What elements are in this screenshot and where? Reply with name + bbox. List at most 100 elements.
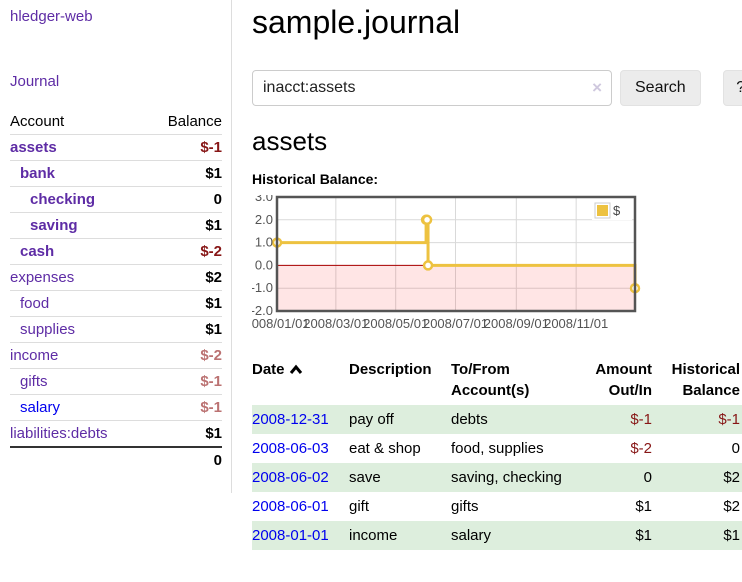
transaction-date-link[interactable]: 2008-06-03 [252,440,329,457]
transaction-description: gift [349,498,370,515]
transaction-description: income [349,527,398,544]
sidebar-item-journal[interactable]: Journal [10,73,60,90]
svg-text:2008/05/01: 2008/05/01 [363,316,428,331]
column-header: Amount Out/In [595,361,652,399]
page-title: sample.journal [252,4,461,40]
column-header: Description [349,361,432,378]
svg-text:2008/01/01: 2008/01/01 [252,316,310,331]
account-link[interactable]: cash [20,243,55,260]
accounts-total-value: 0 [146,446,222,473]
search-help-button[interactable]: ? [722,70,742,106]
account-row: saving $1 [10,212,222,239]
search-input[interactable] [252,70,612,106]
transaction-balance: $2 [723,498,740,515]
transaction-balance: 0 [731,440,740,457]
svg-text:-1.0: -1.0 [252,280,273,295]
table-row: 2008-01-01 income salary $1 $1 [252,521,742,550]
chart-label: Historical Balance: [252,171,379,187]
account-balance: $1 [146,290,222,317]
transaction-accounts: salary [451,527,492,544]
transaction-date-link[interactable]: 2008-01-01 [252,527,329,544]
account-balance: $1 [146,420,222,447]
account-row: gifts $-1 [10,368,222,395]
account-balance: $-2 [146,342,222,369]
transaction-description: eat & shop [349,440,421,457]
historical-balance-chart: $3.0 2.0 1.0 0.0 -1.0 -2.02008/01/012008/03/0… [244,189,742,339]
transaction-accounts: gifts [451,498,479,515]
account-balance: $2 [146,264,222,291]
column-header: To/From Account(s) [451,361,530,399]
account-balance: $-1 [146,134,222,161]
account-balance: $1 [146,212,222,239]
accounts-balance-table: Account Balance assets $-1 bank $1 check… [10,109,222,473]
table-row: 2008-12-31 pay off debts $-1 $-1 [252,405,742,434]
account-page-title: assets [252,126,328,156]
chart-canvas: $3.0 2.0 1.0 0.0 -1.0 -2.02008/01/012008/03/0… [244,189,641,331]
svg-text:2008/03/01: 2008/03/01 [303,316,368,331]
svg-text:2008/11/01: 2008/11/01 [544,316,608,331]
transaction-balance: $2 [723,469,740,486]
transaction-accounts: food, supplies [451,440,544,457]
account-row: assets $-1 [10,134,222,161]
transaction-balance: $1 [723,527,740,544]
account-balance: $-1 [146,368,222,395]
transaction-accounts: saving, checking [451,469,562,486]
app-brand-link[interactable]: hledger-web [10,8,93,25]
account-row: supplies $1 [10,316,222,343]
balance-column-header: Balance [167,113,222,130]
transaction-date-link[interactable]: 2008-06-02 [252,469,329,486]
transaction-accounts: debts [451,411,488,428]
accounts-total-row: 0 [10,446,222,473]
account-row: food $1 [10,290,222,317]
svg-text:2008/07/01: 2008/07/01 [423,316,488,331]
account-balance: 0 [146,186,222,213]
account-link[interactable]: saving [30,217,78,234]
svg-text:$: $ [613,203,621,218]
account-link[interactable]: gifts [20,373,48,390]
sort-ascending-icon [289,364,302,374]
transaction-amount: $-2 [630,440,652,457]
account-row: salary $-1 [10,394,222,421]
column-header[interactable]: Date [252,357,349,405]
clear-search-icon[interactable]: × [592,78,602,97]
account-row: cash $-2 [10,238,222,265]
account-row: bank $1 [10,160,222,187]
account-link[interactable]: checking [30,191,96,208]
transaction-description: pay off [349,411,394,428]
register-table: Date Description To/From Account(s) Amount … [252,357,742,550]
svg-text:1.0: 1.0 [255,235,273,250]
search-button[interactable]: Search [620,70,701,106]
table-row: 2008-06-03 eat & shop food, supplies $-2… [252,434,742,463]
transaction-date-link[interactable]: 2008-06-01 [252,498,329,515]
account-balance: $-1 [146,394,222,421]
account-balance: $1 [146,160,222,187]
account-link[interactable]: expenses [10,269,75,286]
search-bar: × Search ? [252,70,742,106]
table-row: 2008-06-02 save saving, checking 0 $2 [252,463,742,492]
transaction-amount: $-1 [630,411,652,428]
account-link[interactable]: bank [20,165,56,182]
column-header: Historical Balance [671,361,740,399]
svg-text:2008/09/01: 2008/09/01 [484,316,549,331]
account-row: expenses $2 [10,264,222,291]
account-row: liabilities:debts $1 [10,420,222,447]
accounts-column-header: Account [10,113,65,130]
svg-text:2.0: 2.0 [255,212,273,227]
account-link[interactable]: food [20,295,50,312]
account-link[interactable]: liabilities:debts [10,425,108,442]
transaction-amount: $1 [635,498,652,515]
svg-text:0.0: 0.0 [255,257,273,272]
account-link[interactable]: assets [10,139,57,156]
account-row: income $-2 [10,342,222,369]
main-content: sample.journal × Search ? assets Histori… [232,0,742,550]
transaction-date-link[interactable]: 2008-12-31 [252,411,329,428]
account-link[interactable]: salary [20,399,61,416]
svg-text:3.0: 3.0 [255,195,273,204]
account-link[interactable]: income [10,347,59,364]
transaction-balance: $-1 [718,411,740,428]
svg-text:-2.0: -2.0 [252,303,273,318]
transaction-description: save [349,469,381,486]
account-link[interactable]: supplies [20,321,76,338]
account-balance: $-2 [146,238,222,265]
transaction-amount: 0 [643,469,652,486]
